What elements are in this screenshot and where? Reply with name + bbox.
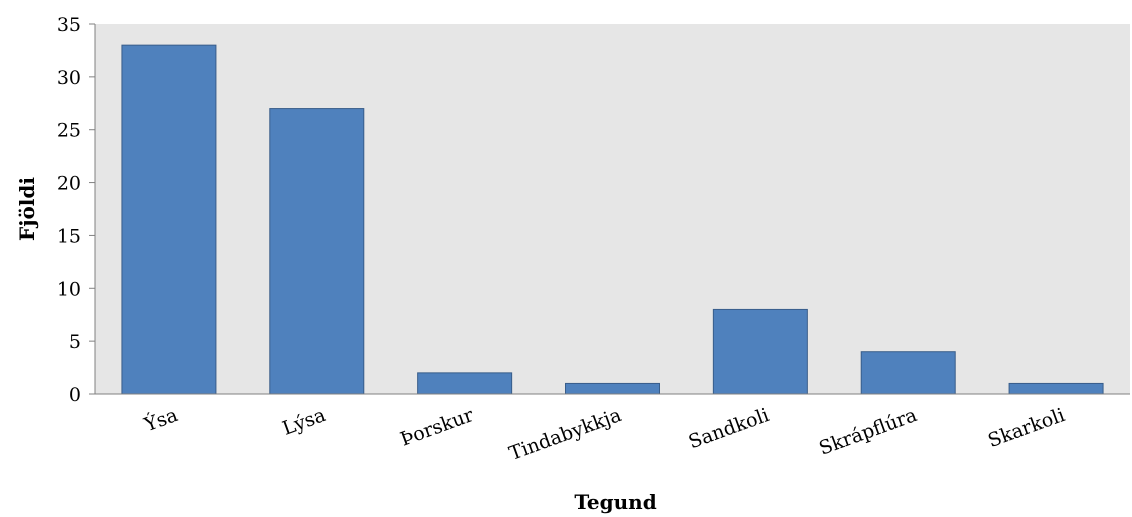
x-tick-label: Skarkoli (985, 404, 1068, 452)
y-axis-ticks: 0 5 10 15 20 25 30 35 (57, 14, 95, 406)
x-tick-label: Sandkoli (686, 404, 772, 453)
y-tick-label: 30 (57, 67, 81, 89)
x-tick-label: Þorskur (397, 404, 477, 451)
y-tick-label: 5 (69, 331, 81, 353)
y-tick-label: 15 (57, 225, 81, 247)
bar-4 (712, 308, 808, 395)
bar-1 (269, 108, 365, 395)
x-tick-label: Ýsa (140, 403, 180, 436)
y-axis-title: Fjöldi (15, 177, 39, 241)
bar-6 (1008, 382, 1104, 395)
plot-area (95, 24, 1130, 394)
bar-0 (121, 44, 217, 395)
x-tick-label: Lýsa (280, 404, 329, 440)
y-tick-label: 0 (69, 384, 81, 406)
y-tick-label: 35 (57, 14, 81, 36)
bar-3 (565, 382, 660, 395)
y-tick-label: 10 (57, 278, 81, 300)
bar-5 (860, 351, 956, 395)
bar-2 (417, 372, 513, 395)
bar-group (121, 44, 1104, 395)
x-tick-label: Skrápflúra (816, 404, 920, 460)
x-tick-label: Tindabykkja (506, 404, 624, 465)
x-axis-title: Tegund (574, 490, 656, 514)
y-tick-label: 25 (57, 120, 81, 142)
x-axis-category-labels: Ýsa Lýsa Þorskur Tindabykkja Sandkoli Skrápfl… (140, 403, 1068, 465)
y-tick-label: 20 (57, 173, 81, 195)
